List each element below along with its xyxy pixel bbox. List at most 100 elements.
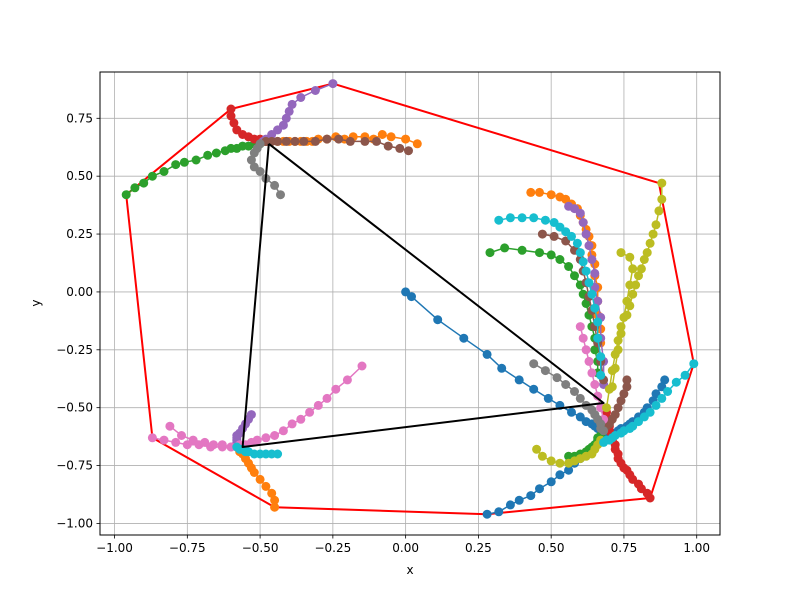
trajectory-point (171, 437, 181, 447)
trajectory-point (581, 229, 591, 239)
trajectory-point (570, 387, 579, 396)
trajectory-point (561, 380, 571, 389)
trajectory-point (590, 303, 600, 313)
trajectory-point (564, 465, 574, 475)
trajectory-point (607, 382, 617, 392)
trajectory-point (159, 167, 169, 176)
trajectory-point (613, 403, 623, 413)
trajectory-point (255, 139, 265, 149)
trajectory-point (628, 289, 638, 299)
trajectory-point (203, 150, 213, 160)
trajectory-point (482, 349, 492, 359)
trajectory-point (584, 278, 594, 288)
y-tick-label: −0.75 (56, 459, 93, 473)
y-tick-label: −0.25 (56, 343, 93, 357)
x-axis-label: x (406, 563, 413, 577)
trajectory-point (535, 187, 544, 197)
trajectory-point (546, 456, 556, 466)
trajectory-point (651, 220, 661, 230)
trajectory-point (642, 248, 652, 258)
plot-frame (99, 71, 721, 536)
trajectory-point (578, 333, 588, 343)
trajectory-point (171, 160, 181, 170)
trajectory-point (570, 271, 579, 281)
trajectory-series-29 (232, 442, 283, 459)
trajectory-point (593, 333, 603, 343)
trajectory-point (639, 255, 649, 264)
trajectory-point (401, 134, 411, 144)
trajectory-point (657, 194, 667, 204)
trajectory-point (270, 502, 280, 512)
trajectory-point (540, 366, 550, 376)
y-tick-label: 0.75 (66, 111, 93, 125)
trajectory-point (599, 437, 609, 447)
series-layer (121, 79, 699, 519)
trajectory-point (179, 157, 189, 167)
trajectory-point (529, 384, 539, 394)
trajectory-point (159, 435, 169, 445)
trajectory-point (505, 500, 515, 510)
convex-hull-line (125, 82, 695, 516)
trajectory-point (622, 382, 632, 392)
x-tick-label: 0.00 (392, 541, 419, 555)
trajectory-series-15 (261, 134, 413, 156)
trajectory-point (404, 146, 413, 156)
trajectory-point (261, 481, 271, 491)
trajectory-point (211, 148, 221, 158)
trajectory-point (383, 141, 393, 151)
trajectory-point (229, 118, 239, 128)
trajectory-point (619, 312, 629, 322)
x-tick-label: −0.50 (242, 541, 279, 555)
trajectory-point (584, 241, 594, 251)
trajectory-point (540, 215, 550, 225)
trajectory-point (514, 375, 524, 385)
trajectory-point (217, 442, 227, 452)
trajectory-point (619, 389, 629, 399)
x-tick-label: 0.50 (538, 541, 565, 555)
trajectory-point (636, 264, 646, 274)
trajectory-point (130, 183, 140, 193)
trajectory-point (625, 280, 635, 290)
trajectory-point (147, 433, 157, 443)
trajectory-point (310, 136, 320, 146)
trajectory-point (575, 393, 585, 403)
trajectory-point (537, 229, 547, 239)
hull-layer (125, 82, 695, 516)
trajectory-point (313, 400, 323, 410)
trajectory-point (535, 484, 544, 494)
trajectory-point (500, 243, 510, 253)
trajectory-series-23 (529, 359, 609, 436)
trajectory-point (334, 134, 344, 144)
trajectory-series-26 (532, 435, 606, 468)
trajectory-point (296, 93, 306, 102)
trajectory-point (276, 190, 285, 200)
trajectory-point (278, 426, 288, 436)
trajectory-point (634, 271, 643, 281)
trajectory-point (543, 393, 553, 403)
trajectory-point (232, 442, 242, 452)
trajectory-point (386, 132, 396, 142)
trajectory-point (177, 431, 186, 440)
trajectory-point (139, 178, 149, 188)
y-tick-label: −0.50 (56, 401, 93, 415)
trajectory-point (575, 248, 585, 258)
trajectory-line (611, 251, 634, 387)
trajectory-point (587, 255, 597, 264)
trajectory-point (555, 255, 565, 264)
trajectory-point (299, 136, 309, 146)
trajectory-point (575, 322, 585, 332)
trajectory-point (660, 375, 670, 385)
trajectory-point (587, 289, 597, 299)
trajectory-point (689, 359, 699, 369)
trajectory-point (281, 136, 291, 146)
trajectory-point (284, 106, 294, 116)
trajectory-point (625, 252, 635, 262)
trajectory-point (616, 329, 626, 339)
trajectory-point (485, 248, 495, 258)
trajectory-point (555, 470, 565, 480)
x-tick-label: 0.25 (465, 541, 492, 555)
trajectory-point (331, 384, 341, 394)
trajectory-point (433, 315, 443, 325)
